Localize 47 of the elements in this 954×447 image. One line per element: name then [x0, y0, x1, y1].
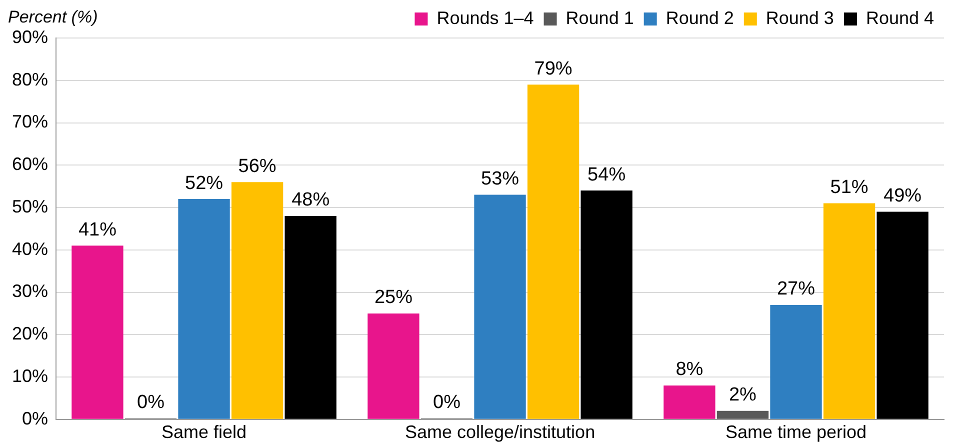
- y-tick-label: 70%: [12, 112, 48, 132]
- bar: [770, 304, 822, 419]
- bar: [72, 246, 124, 419]
- y-tick-label: 0%: [22, 408, 48, 428]
- legend-label: Round 2: [666, 8, 734, 28]
- bar: [368, 313, 420, 419]
- y-tick-label: 30%: [12, 281, 48, 302]
- legend-label: Round 1: [566, 8, 634, 28]
- legend-label: Round 3: [766, 8, 834, 28]
- bar: [716, 410, 769, 419]
- y-tick-label: 40%: [12, 238, 48, 259]
- y-tick-label: 90%: [12, 26, 48, 47]
- y-tick-label: 20%: [12, 324, 48, 344]
- data-label: 27%: [776, 278, 816, 300]
- bar: [178, 199, 230, 419]
- bar: [580, 190, 632, 419]
- data-label: 8%: [676, 359, 704, 380]
- bar: [284, 216, 336, 419]
- legend-label: Round 4: [866, 8, 934, 28]
- bar: [876, 212, 928, 419]
- data-label: 49%: [884, 185, 922, 206]
- data-label: 53%: [481, 168, 520, 190]
- y-tick-label: 80%: [12, 69, 48, 90]
- y-tick-label: 10%: [12, 366, 48, 386]
- data-label: 52%: [185, 172, 224, 194]
- data-label: 2%: [728, 384, 757, 406]
- data-label: 54%: [588, 164, 626, 186]
- x-tick-label: Same time period: [725, 422, 867, 442]
- bar: [527, 84, 580, 419]
- bar: [231, 182, 284, 419]
- legend-label: Rounds 1–4: [436, 8, 534, 28]
- bar: [474, 194, 526, 419]
- data-label: 51%: [830, 177, 868, 198]
- data-label: 41%: [78, 219, 117, 240]
- bar: [664, 386, 716, 419]
- x-tick-label: Same college/institution: [404, 422, 596, 442]
- data-label: 48%: [292, 190, 330, 211]
- data-label: 79%: [534, 58, 572, 80]
- bar: [823, 203, 876, 419]
- x-tick-label: Same field: [162, 422, 247, 442]
- data-label: 56%: [238, 156, 276, 177]
- data-label: 0%: [137, 392, 165, 414]
- data-label: 0%: [433, 392, 461, 414]
- y-tick-label: 50%: [12, 196, 48, 216]
- y-axis-title: Percent (%): [8, 8, 98, 27]
- data-label: 25%: [374, 287, 413, 308]
- y-tick-label: 60%: [12, 154, 48, 174]
